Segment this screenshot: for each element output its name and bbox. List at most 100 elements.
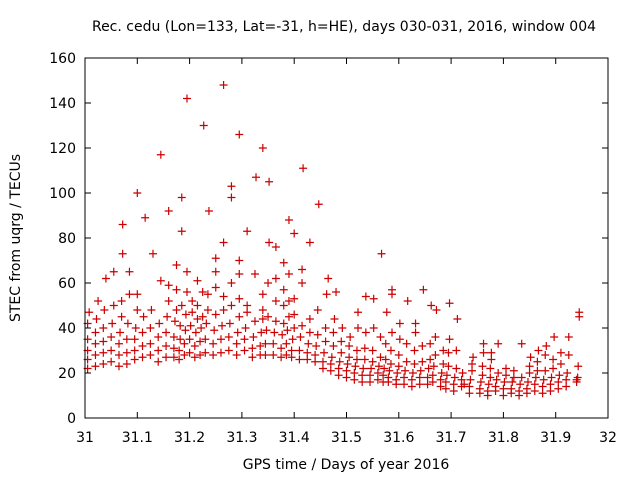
data-point bbox=[243, 301, 252, 310]
data-point bbox=[154, 333, 163, 341]
data-point bbox=[509, 366, 518, 375]
x-tick-label: 31.3 bbox=[226, 430, 257, 446]
data-point bbox=[116, 328, 125, 337]
data-point bbox=[352, 346, 361, 355]
data-point bbox=[388, 285, 397, 294]
data-point bbox=[562, 382, 571, 391]
data-point bbox=[502, 371, 511, 380]
data-point bbox=[290, 324, 299, 332]
data-point bbox=[130, 335, 139, 344]
data-point bbox=[117, 312, 126, 321]
data-point bbox=[369, 294, 378, 303]
data-point bbox=[407, 375, 416, 384]
data-point bbox=[248, 353, 257, 362]
data-point bbox=[265, 238, 274, 247]
data-point bbox=[554, 378, 563, 386]
data-point bbox=[468, 366, 477, 375]
data-point bbox=[550, 333, 559, 341]
data-point bbox=[139, 312, 148, 321]
data-point bbox=[499, 391, 508, 400]
data-point bbox=[256, 342, 265, 350]
data-point bbox=[523, 378, 532, 386]
data-point bbox=[146, 339, 155, 348]
data-point bbox=[407, 382, 416, 391]
data-point bbox=[546, 380, 555, 389]
data-point bbox=[525, 369, 534, 377]
x-tick-label: 32 bbox=[599, 430, 617, 446]
data-point bbox=[177, 301, 186, 310]
data-point bbox=[334, 364, 343, 373]
data-point bbox=[350, 375, 359, 384]
data-point bbox=[303, 355, 312, 364]
data-point bbox=[345, 342, 354, 350]
data-point bbox=[410, 360, 419, 368]
data-point bbox=[573, 373, 582, 382]
x-tick-label: 31.4 bbox=[279, 430, 310, 446]
data-point bbox=[287, 346, 296, 355]
data-point bbox=[311, 357, 320, 366]
data-point bbox=[271, 274, 280, 283]
data-point bbox=[377, 249, 386, 258]
data-point bbox=[452, 346, 461, 355]
data-point bbox=[277, 353, 286, 362]
data-point bbox=[233, 328, 242, 337]
data-point bbox=[368, 357, 377, 366]
data-point bbox=[549, 364, 558, 373]
data-point bbox=[210, 326, 219, 335]
data-point bbox=[312, 342, 321, 350]
data-point bbox=[219, 81, 228, 89]
data-point bbox=[290, 229, 299, 238]
data-point bbox=[516, 380, 525, 389]
data-point bbox=[342, 366, 351, 375]
data-point bbox=[284, 270, 293, 278]
data-point bbox=[182, 267, 191, 276]
data-point bbox=[500, 378, 509, 386]
data-point bbox=[282, 351, 291, 359]
data-point bbox=[354, 324, 363, 332]
data-point bbox=[219, 292, 228, 301]
data-point bbox=[483, 387, 492, 395]
data-point bbox=[258, 306, 267, 314]
data-point bbox=[188, 297, 197, 305]
data-point bbox=[380, 364, 389, 373]
data-point bbox=[574, 362, 583, 371]
data-point bbox=[373, 369, 382, 377]
data-point bbox=[232, 351, 241, 359]
data-point bbox=[449, 387, 458, 395]
data-point bbox=[279, 258, 288, 267]
data-point bbox=[133, 306, 142, 314]
data-point bbox=[177, 193, 186, 202]
data-point bbox=[361, 328, 370, 337]
data-point bbox=[130, 355, 139, 364]
data-point bbox=[386, 346, 395, 355]
data-point bbox=[445, 335, 454, 344]
data-point bbox=[376, 353, 385, 362]
data-point bbox=[395, 319, 404, 328]
data-point bbox=[109, 301, 118, 310]
data-point bbox=[502, 364, 511, 373]
data-point bbox=[287, 353, 296, 362]
data-point bbox=[201, 348, 210, 357]
data-point bbox=[101, 274, 110, 283]
data-point bbox=[554, 384, 563, 393]
data-point bbox=[525, 362, 534, 371]
data-point bbox=[146, 351, 155, 359]
data-point bbox=[261, 351, 270, 359]
data-point bbox=[130, 346, 139, 355]
data-point bbox=[162, 353, 171, 362]
data-point bbox=[494, 369, 503, 377]
data-point bbox=[546, 387, 555, 395]
data-point bbox=[271, 317, 280, 326]
x-tick-label: 31.7 bbox=[436, 430, 467, 446]
data-point bbox=[99, 324, 108, 332]
data-point bbox=[169, 353, 178, 362]
data-point bbox=[182, 94, 191, 103]
data-point bbox=[439, 346, 448, 355]
data-point bbox=[154, 357, 163, 366]
data-point bbox=[190, 353, 199, 362]
data-point bbox=[562, 375, 571, 384]
data-point bbox=[114, 339, 123, 348]
data-point bbox=[188, 308, 197, 317]
data-point bbox=[235, 270, 244, 278]
